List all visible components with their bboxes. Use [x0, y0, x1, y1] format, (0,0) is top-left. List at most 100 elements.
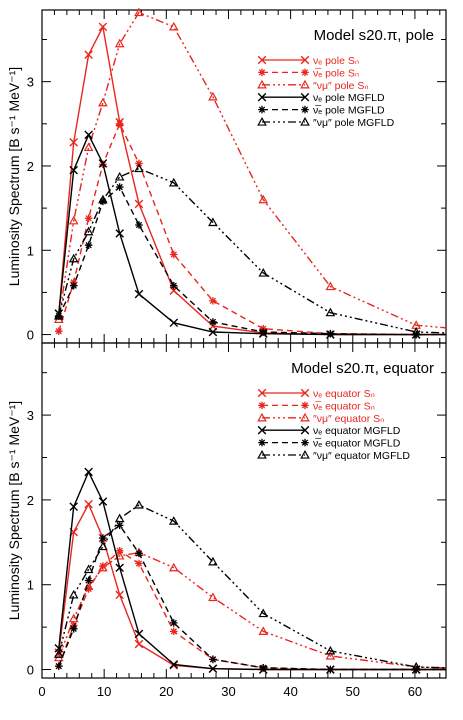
data-point: [134, 289, 144, 299]
legend-marker: [257, 79, 267, 89]
data-point: [208, 664, 218, 673]
legend-item-1: νₑ equator Sₙ: [257, 388, 375, 400]
series-3: [53, 7, 447, 329]
data-point: [68, 215, 79, 225]
legend-item-1: νₑ pole Sₙ: [257, 55, 359, 67]
data-point: [325, 281, 336, 291]
y-tick-label: 2: [27, 493, 34, 508]
data-point: [114, 513, 125, 523]
data-point: [99, 562, 107, 570]
y-tick-label: 0: [27, 328, 34, 343]
data-point: [169, 627, 178, 636]
data-point: [98, 159, 108, 168]
legend-marker: [300, 55, 310, 65]
legend-item-3: ″νμ″ pole Sₙ: [257, 79, 369, 92]
legend-label: νₑ pole MGFLD: [313, 92, 385, 104]
series-2: [54, 120, 446, 339]
legend-marker: [300, 116, 310, 126]
x-tick-label: 40: [283, 684, 297, 699]
legend-marker: [300, 412, 310, 422]
data-point: [209, 655, 217, 664]
legend-label: ″νμ″ pole Sₙ: [313, 80, 369, 92]
data-point: [114, 550, 125, 560]
data-point: [83, 142, 94, 152]
legend-label: νₑ pole Sₙ: [313, 55, 359, 67]
series-2: [54, 546, 446, 674]
data-point: [84, 214, 93, 223]
data-point: [134, 639, 144, 649]
series-line: [58, 549, 446, 671]
series-line: [58, 122, 446, 336]
data-point: [258, 626, 269, 635]
legend-label: ν̅ₑ pole MGFLD: [313, 105, 385, 117]
chart-panel-1: 0 1 2 3 Luminosity Spectrum [B s⁻¹ MeV⁻¹] Mod…: [6, 7, 447, 344]
data-point: [115, 183, 124, 191]
legend-item-5: ν̅ₑ equator MGFLD: [258, 438, 401, 450]
legend-marker: [257, 55, 267, 65]
series-line: [58, 551, 447, 669]
data-point: [83, 564, 94, 574]
legend-marker: [301, 68, 309, 77]
legend-label: ″νμ″ equator Sₙ: [313, 413, 384, 425]
series-line: [58, 167, 447, 334]
series-6: [53, 499, 447, 671]
data-point: [259, 328, 268, 336]
data-point: [209, 297, 217, 305]
data-point: [135, 559, 143, 568]
legend-marker: [257, 92, 267, 102]
data-point: [83, 226, 94, 236]
data-point: [208, 556, 218, 566]
data-point: [54, 644, 64, 653]
data-point: [208, 217, 218, 227]
series-1: [54, 22, 446, 339]
data-point: [68, 253, 79, 263]
data-point: [53, 310, 64, 320]
data-point: [115, 521, 124, 530]
data-point: [134, 499, 144, 509]
data-point: [54, 312, 63, 320]
y-tick-label: 3: [27, 75, 34, 90]
series-line: [58, 11, 447, 329]
x-tick-label: 60: [408, 684, 422, 699]
data-point: [168, 562, 179, 572]
data-point: [69, 165, 78, 175]
data-point: [98, 541, 108, 551]
data-point: [69, 138, 78, 147]
legend-marker: [257, 116, 267, 126]
data-point: [326, 329, 335, 338]
legend-marker: [301, 438, 309, 447]
data-point: [134, 163, 144, 173]
data-point: [135, 549, 143, 558]
data-point: [169, 250, 178, 259]
legend-marker: [257, 388, 267, 398]
legend-marker: [258, 438, 266, 447]
data-point: [325, 307, 336, 317]
legend-item-2: ν̅ₑ equator Sₙ: [258, 400, 375, 412]
data-point: [84, 467, 93, 477]
legend-marker: [301, 105, 309, 114]
x-tick-label: 30: [221, 684, 235, 699]
data-point: [208, 327, 218, 337]
panel-title: Model s20.π, pole: [314, 27, 434, 44]
series-line: [58, 185, 446, 336]
legend-marker: [258, 401, 266, 410]
legend-item-4: νₑ equator MGFLD: [257, 425, 401, 437]
data-point: [115, 563, 124, 573]
legend-marker: [300, 92, 310, 102]
data-point: [115, 590, 124, 600]
data-point: [209, 318, 217, 326]
legend-marker: [257, 412, 267, 422]
x-tick-label: 0: [38, 684, 45, 699]
legend-marker: [257, 425, 267, 435]
legend-label: ν̅ₑ pole Sₙ: [313, 67, 359, 79]
data-point: [168, 21, 179, 31]
legend-marker: [300, 425, 310, 435]
data-point: [169, 619, 178, 627]
data-point: [99, 534, 107, 542]
data-point: [411, 661, 421, 671]
data-point: [68, 613, 79, 623]
data-point: [411, 327, 421, 336]
data-point: [98, 22, 108, 32]
series-line: [58, 504, 447, 669]
